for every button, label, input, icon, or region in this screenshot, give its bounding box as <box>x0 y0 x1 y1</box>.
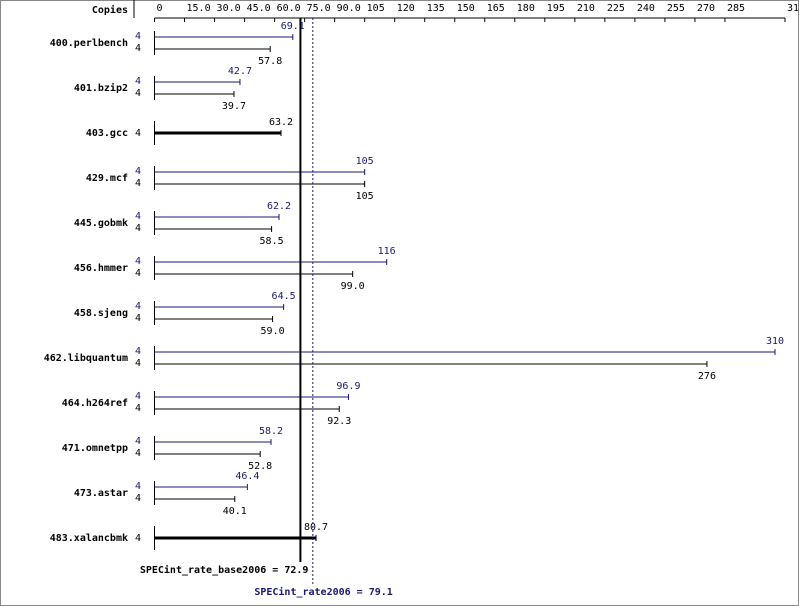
value-label: 62.2 <box>267 201 291 212</box>
value-label: 52.8 <box>248 461 272 472</box>
value-label: 59.0 <box>261 326 285 337</box>
x-tick-label: 240 <box>637 3 655 14</box>
copies-label: 4 <box>135 31 141 42</box>
category-label: 401.bzip2 <box>74 82 128 94</box>
copies-label: 4 <box>135 223 141 234</box>
copies-label: 4 <box>135 166 141 177</box>
copies-label: 4 <box>135 313 141 324</box>
value-label: 80.7 <box>304 522 328 533</box>
category-label: 400.perlbench <box>50 38 128 49</box>
x-tick-label: 135 <box>427 3 445 14</box>
summary-label: SPECint_rate_base2006 = 72.9 <box>140 564 309 576</box>
copies-label: 4 <box>135 533 141 544</box>
value-label: 39.7 <box>222 101 246 112</box>
value-label: 57.8 <box>258 56 282 67</box>
copies-label: 4 <box>135 346 141 357</box>
category-label: 458.sjeng <box>74 307 128 319</box>
copies-label: 4 <box>135 493 141 504</box>
summary-label: SPECint_rate2006 = 79.1 <box>254 586 392 598</box>
copies-label: 4 <box>135 88 141 99</box>
copies-label: 4 <box>135 128 141 139</box>
x-tick-label: 0 <box>157 3 163 14</box>
x-tick-label: 90.0 <box>337 3 361 14</box>
category-label: 429.mcf <box>86 173 128 184</box>
x-tick-label: 45.0 <box>247 3 271 14</box>
category-label: 473.astar <box>74 488 128 499</box>
value-label: 105 <box>356 191 374 202</box>
x-tick-label: 15.0 <box>187 3 211 14</box>
copies-label: 4 <box>135 178 141 189</box>
copies-label: 4 <box>135 436 141 447</box>
value-label: 310 <box>766 336 784 347</box>
category-label: 403.gcc <box>86 128 128 139</box>
x-tick-label: 150 <box>457 3 475 14</box>
category-label: 464.h264ref <box>62 398 128 409</box>
value-label: 96.9 <box>336 381 360 392</box>
copies-label: 4 <box>135 76 141 87</box>
value-label: 40.1 <box>223 506 247 517</box>
copies-label: 4 <box>135 391 141 402</box>
x-tick-label: 180 <box>517 3 535 14</box>
copies-label: 4 <box>135 448 141 459</box>
value-label: 92.3 <box>327 416 351 427</box>
x-tick-label: 120 <box>397 3 415 14</box>
x-tick-label: 225 <box>607 3 625 14</box>
value-label: 276 <box>698 371 716 382</box>
copies-label: 4 <box>135 256 141 267</box>
axis-label: Copies <box>92 4 128 16</box>
value-label: 64.5 <box>272 291 296 302</box>
x-tick-label: 105 <box>367 3 385 14</box>
x-tick-label: 285 <box>727 3 745 14</box>
value-label: 99.0 <box>341 281 365 292</box>
x-tick-label: 255 <box>667 3 685 14</box>
category-label: 471.omnetpp <box>62 443 128 454</box>
copies-label: 4 <box>135 403 141 414</box>
category-label: 483.xalancbmk <box>50 533 128 544</box>
x-tick-label: 30.0 <box>217 3 241 14</box>
value-label: 46.4 <box>235 471 259 482</box>
x-tick-label: 75.0 <box>307 3 331 14</box>
copies-label: 4 <box>135 268 141 279</box>
x-tick-label: 165 <box>487 3 505 14</box>
value-label: 58.2 <box>259 426 283 437</box>
value-label: 105 <box>356 156 374 167</box>
x-tick-label: 210 <box>577 3 595 14</box>
value-label: 58.5 <box>260 236 284 247</box>
copies-label: 4 <box>135 211 141 222</box>
copies-label: 4 <box>135 481 141 492</box>
category-label: 456.hmmer <box>74 263 128 274</box>
value-label: 63.2 <box>269 117 293 128</box>
value-label: 42.7 <box>228 66 252 77</box>
category-label: 445.gobmk <box>74 218 128 229</box>
copies-label: 4 <box>135 43 141 54</box>
value-label: 69.1 <box>281 21 305 32</box>
copies-label: 4 <box>135 358 141 369</box>
x-tick-label: 315 <box>787 3 799 14</box>
x-tick-label: 270 <box>697 3 715 14</box>
x-tick-label: 60.0 <box>277 3 301 14</box>
copies-label: 4 <box>135 301 141 312</box>
category-label: 462.libquantum <box>44 352 128 364</box>
x-tick-label: 195 <box>547 3 565 14</box>
value-label: 116 <box>378 246 396 257</box>
